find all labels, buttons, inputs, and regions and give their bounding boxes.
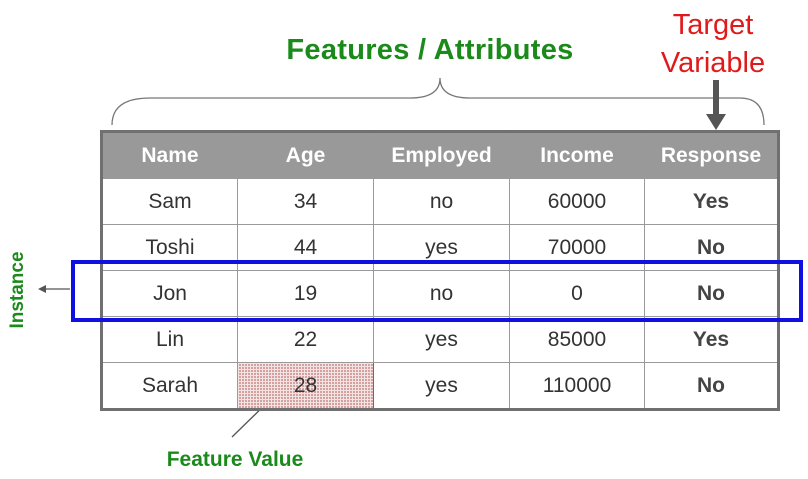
cell-response: Yes [644,316,779,363]
column-header-name: Name [101,131,238,179]
table-header-row: Name Age Employed Income Response [101,131,779,179]
instance-highlight-box [71,260,803,322]
cell-name: Lin [101,316,238,363]
cell-income: 0 [509,270,645,317]
target-variable-label: Target Variable [618,6,808,82]
data-table: Name Age Employed Income Response Sam 34… [100,130,780,411]
column-header-response: Response [644,131,779,179]
features-brace [111,77,765,126]
cell-income: 60000 [509,178,645,225]
instance-arrow-head [38,285,46,293]
cell-name: Sarah [101,362,238,410]
cell-response: No [644,362,779,410]
target-arrow-head [706,114,726,130]
table-row: Lin 22 yes 85000 Yes [101,316,779,363]
column-header-age: Age [237,131,374,179]
column-header-employed: Employed [373,131,510,179]
cell-income: 85000 [509,316,645,363]
cell-employed: no [373,270,510,317]
cell-age: 19 [237,270,374,317]
cell-response: Yes [644,178,779,225]
target-label-line-2: Variable [660,47,766,79]
cell-age: 22 [237,316,374,363]
table-row-instance: Jon 19 no 0 No [101,270,779,317]
cell-response: No [644,270,779,317]
feature-value-label: Feature Value [166,448,304,471]
cell-income: 110000 [509,362,645,410]
cell-employed: yes [373,362,510,410]
cell-employed: yes [373,316,510,363]
table-row: Sam 34 no 60000 Yes [101,178,779,225]
features-label: Features / Attributes [286,34,574,66]
instance-label: Instance [7,251,28,329]
target-label-line-1: Target [672,9,754,41]
cell-name: Jon [101,270,238,317]
cell-employed: no [373,178,510,225]
cell-age-feature-value: 28 [237,362,374,410]
column-header-income: Income [509,131,645,179]
cell-age: 34 [237,178,374,225]
cell-name: Sam [101,178,238,225]
table-row: Sarah 28 yes 110000 No [101,362,779,410]
